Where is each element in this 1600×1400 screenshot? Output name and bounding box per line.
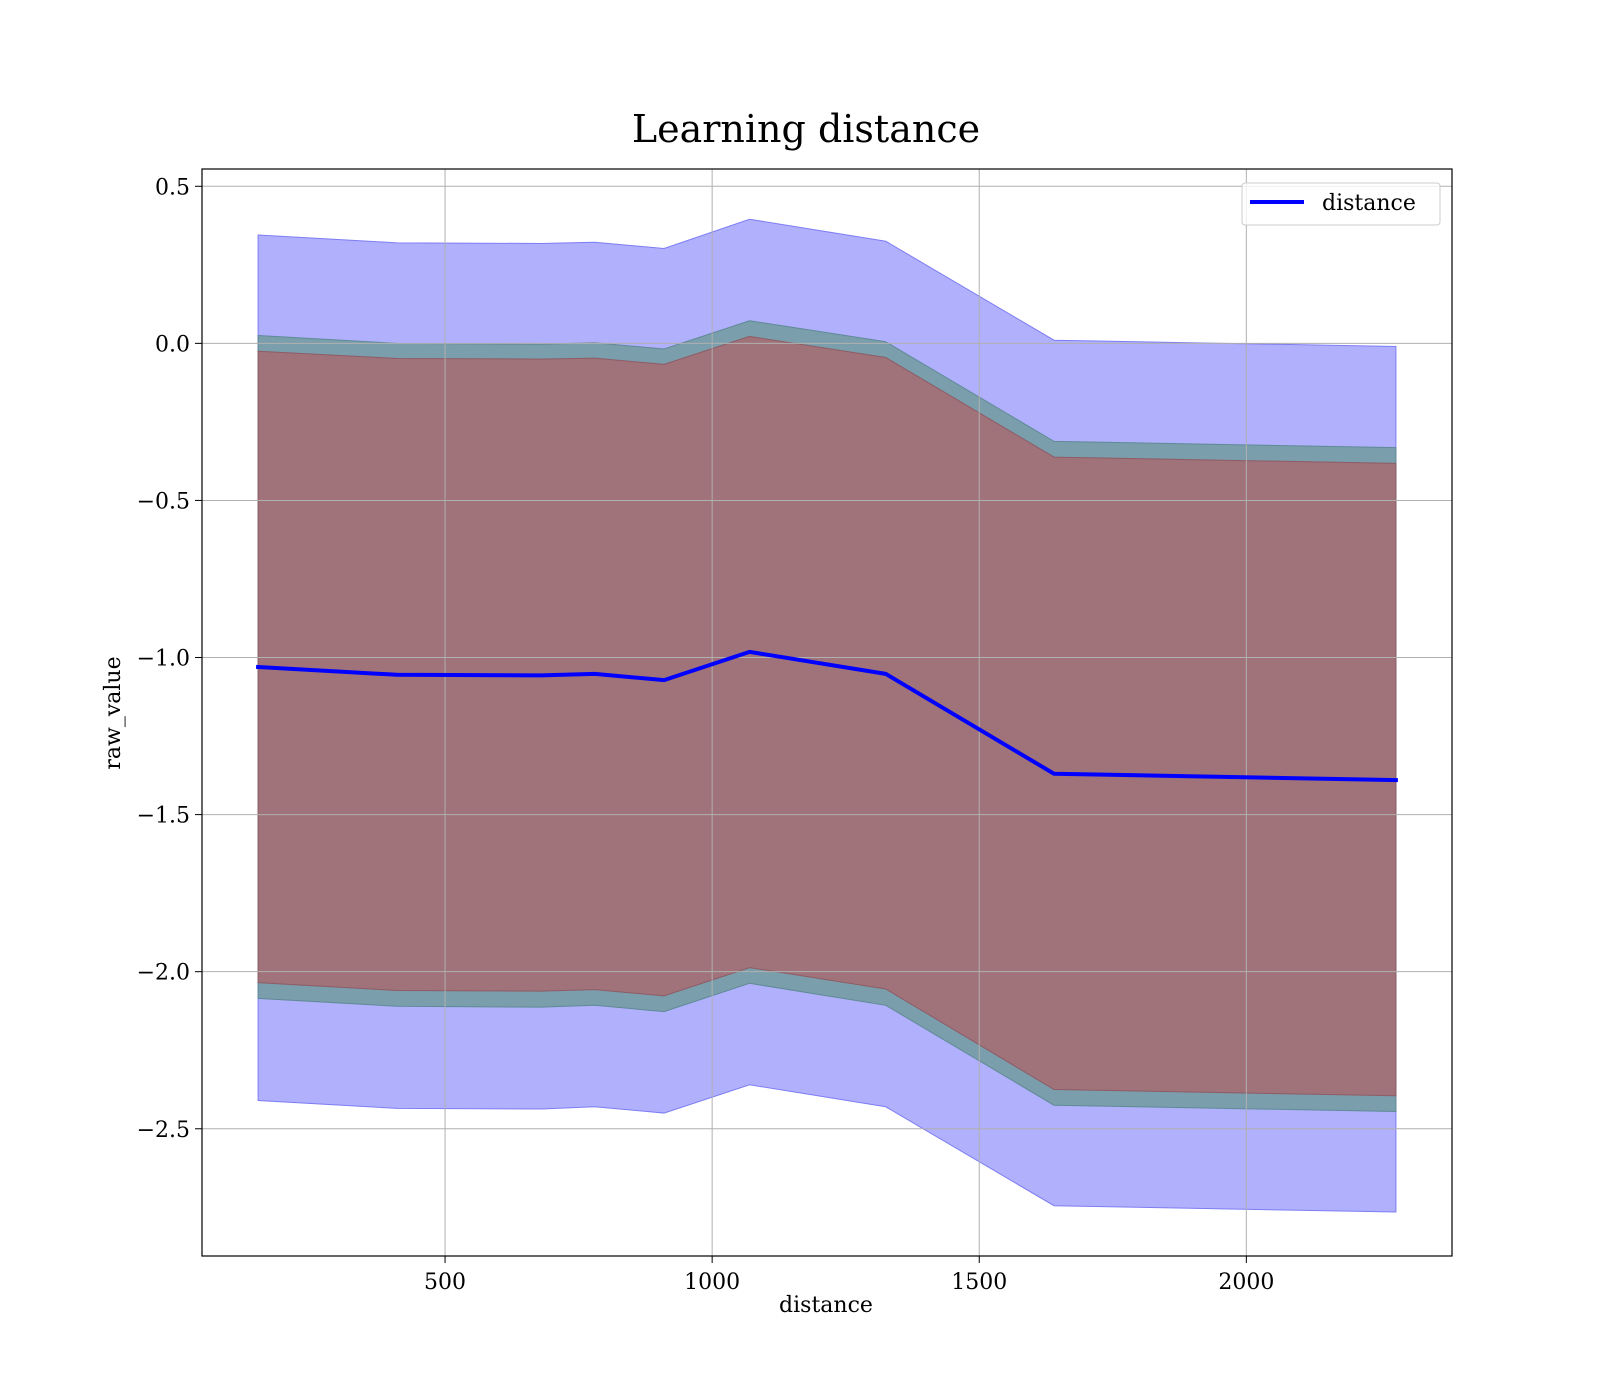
x-axis-title: distance <box>779 1293 873 1318</box>
y-axis-title: raw_value <box>101 656 126 769</box>
y-tick-label: −1.5 <box>137 804 190 829</box>
plot-frame <box>201 168 1453 1257</box>
band-inner <box>257 335 1397 1097</box>
y-tick-label: −2.5 <box>137 1118 190 1143</box>
y-tick-label: −2.0 <box>137 961 190 986</box>
series-line-distance <box>255 649 1398 783</box>
chart-title: Learning distance <box>632 107 980 151</box>
x-tick-label: 1500 <box>951 1270 1007 1295</box>
x-tick-label: 500 <box>424 1270 466 1295</box>
series-lines <box>255 649 1398 783</box>
y-tick-label: 0.0 <box>155 332 190 357</box>
y-tick-label: 0.5 <box>155 175 190 200</box>
legend: distance <box>1241 182 1441 226</box>
grid-lines <box>202 169 1452 1256</box>
x-axis-ticks: 500 1000 1500 2000 <box>424 1256 1274 1295</box>
legend-label: distance <box>1322 191 1416 216</box>
y-tick-label: −1.0 <box>137 647 190 672</box>
x-tick-label: 1000 <box>684 1270 740 1295</box>
y-axis-ticks: 0.5 0.0 −0.5 −1.0 −1.5 −2.0 −2.5 <box>137 175 202 1143</box>
confidence-bands <box>257 218 1397 1213</box>
legend-box <box>1241 182 1441 226</box>
x-tick-label: 2000 <box>1218 1270 1274 1295</box>
y-tick-label: −0.5 <box>137 489 190 514</box>
